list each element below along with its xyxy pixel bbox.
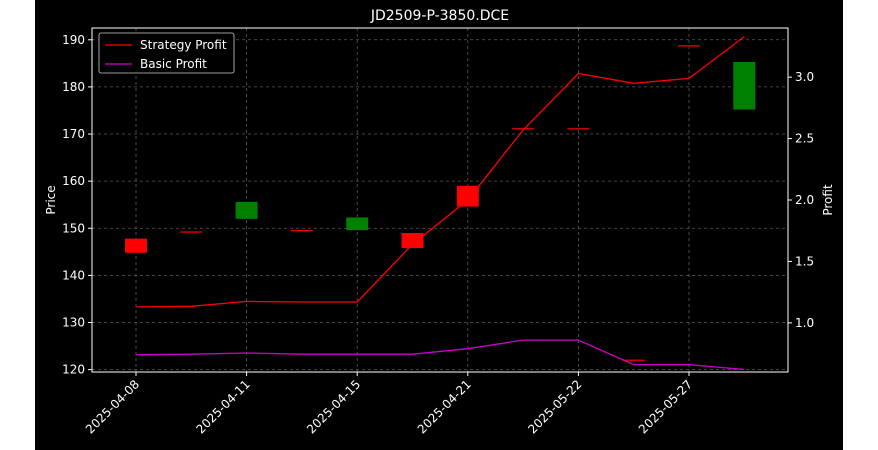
candle <box>401 232 424 249</box>
y-right-tick-label: 1.0 <box>795 316 814 330</box>
y-left-tick-label: 190 <box>62 33 85 47</box>
candle <box>290 230 313 232</box>
candles <box>125 45 756 361</box>
y-left-tick-label: 140 <box>62 268 85 282</box>
legend-label: Strategy Profit <box>140 38 227 52</box>
y-right-tick-label: 2.0 <box>795 193 814 207</box>
y-left-tick-label: 130 <box>62 316 85 330</box>
y-left-tick-label: 180 <box>62 80 85 94</box>
chart-title: JD2509-P-3850.DCE <box>370 8 509 24</box>
y-left-tick-label: 170 <box>62 127 85 141</box>
legend-box <box>98 32 235 74</box>
candle <box>733 61 756 110</box>
y-right-tick-label: 1.5 <box>795 254 814 268</box>
chart-background <box>35 0 843 450</box>
candle <box>678 45 700 47</box>
candle <box>456 185 479 207</box>
y-left-tick-label: 120 <box>62 363 85 377</box>
candle <box>622 359 645 361</box>
legend: Strategy Profit Basic Profit <box>98 32 235 74</box>
y-right-tick-label: 2.5 <box>795 132 814 146</box>
y-left-tick-label: 160 <box>62 174 85 188</box>
candle <box>512 128 535 130</box>
candle <box>567 128 590 130</box>
strategy-profit-line <box>135 36 745 308</box>
y-right-tick-label: 3.0 <box>795 70 814 84</box>
profit-lines <box>135 36 745 371</box>
candle <box>125 238 147 253</box>
legend-label: Basic Profit <box>140 57 207 71</box>
y-axis-left-label: Price <box>44 185 58 214</box>
grid <box>92 28 788 372</box>
candle <box>346 217 369 231</box>
y-left-tick-label: 150 <box>62 221 85 235</box>
candle <box>180 231 203 233</box>
candle <box>235 201 258 219</box>
basic-profit-line <box>135 339 745 371</box>
y-axis-right-label: Profit <box>821 184 835 216</box>
